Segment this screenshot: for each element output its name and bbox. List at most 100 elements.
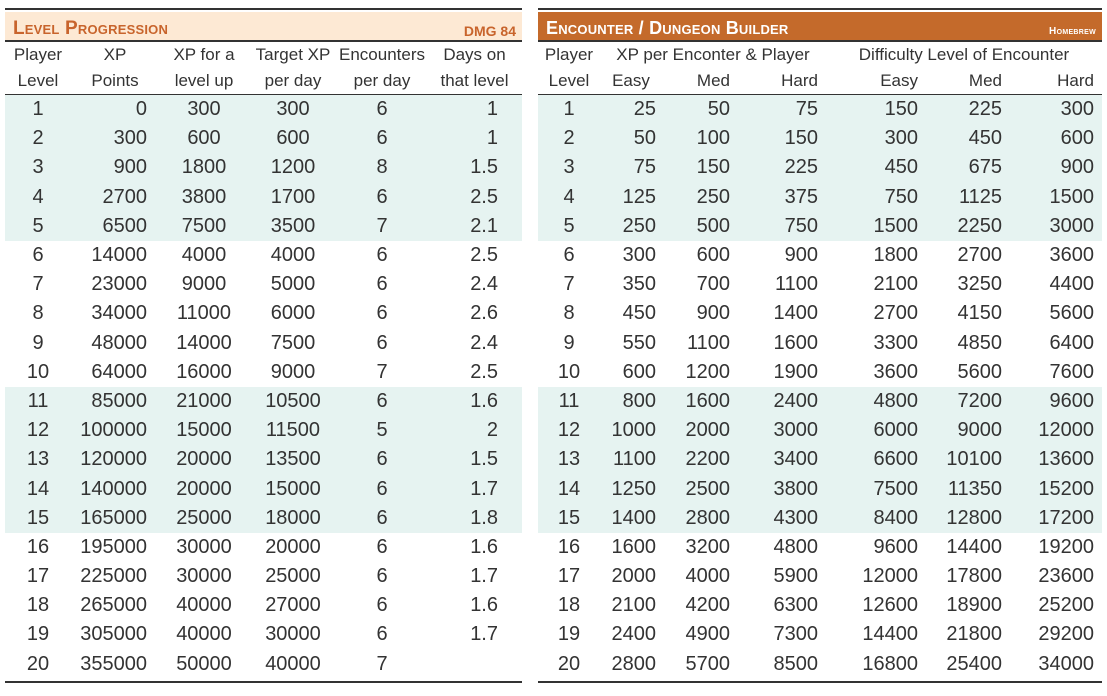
cell-target-xp: 7500 bbox=[270, 331, 316, 354]
cell-player-level: 2 bbox=[5, 124, 71, 154]
cell-xp-level-up: 3800 bbox=[159, 182, 249, 212]
cell-xp-hard: 1400 bbox=[773, 302, 819, 325]
table-row: 1 0 300 300 6 1 bbox=[5, 94, 522, 125]
cell-xp-level-up: 9000 bbox=[181, 273, 227, 296]
header-xp-easy: Easy bbox=[600, 68, 662, 95]
cell-xp-med: 4200 bbox=[685, 594, 731, 617]
header-level: Level bbox=[5, 68, 71, 95]
cell-xp-points: 23000 bbox=[91, 273, 147, 296]
cell-diff-easy: 300 bbox=[826, 124, 926, 154]
cell-xp-points: 195000 bbox=[80, 535, 147, 558]
cell-xp-hard: 1600 bbox=[773, 331, 819, 354]
cell-player-level: 4 bbox=[5, 182, 71, 212]
cell-days-on-level: 1.7 bbox=[427, 474, 522, 504]
cell-diff-easy: 1800 bbox=[873, 244, 919, 267]
cell-xp-med: 150 bbox=[662, 153, 746, 183]
cell-days-on-level: 1.6 bbox=[470, 535, 498, 558]
cell-diff-hard: 5600 bbox=[1049, 302, 1095, 325]
cell-xp-easy: 1250 bbox=[600, 474, 662, 504]
cell-diff-hard: 3000 bbox=[1010, 211, 1102, 241]
cell-target-xp: 4000 bbox=[270, 244, 316, 267]
cell-xp-level-up: 300 bbox=[159, 94, 249, 125]
cell-encounters: 6 bbox=[337, 94, 427, 125]
cell-diff-med: 2700 bbox=[957, 244, 1003, 267]
cell-xp-easy: 550 bbox=[622, 331, 656, 354]
cell-encounters: 6 bbox=[376, 623, 388, 646]
cell-diff-med: 9000 bbox=[926, 416, 1010, 446]
cell-xp-easy: 125 bbox=[600, 182, 662, 212]
cell-target-xp: 40000 bbox=[265, 652, 321, 675]
table-row: 8 34000 11000 6000 6 2.6 bbox=[5, 299, 522, 328]
cell-player-level: 18 bbox=[26, 594, 50, 617]
table-row: 9 48000 14000 7500 6 2.4 bbox=[5, 329, 522, 358]
cell-diff-easy: 450 bbox=[826, 153, 926, 183]
cell-xp-points: 140000 bbox=[71, 474, 159, 504]
cell-xp-points: 85000 bbox=[71, 386, 159, 417]
cell-target-xp: 1700 bbox=[249, 182, 337, 212]
cell-xp-med: 5700 bbox=[685, 652, 731, 675]
cell-diff-med: 10100 bbox=[926, 445, 1010, 475]
cell-encounters: 8 bbox=[337, 153, 427, 183]
table-row: 20 2800 5700 8500 16800 25400 34000 bbox=[538, 650, 1102, 679]
cell-xp-points: 6500 bbox=[71, 211, 159, 241]
cell-xp-med: 1200 bbox=[685, 360, 731, 383]
cell-days-on-level: 2.4 bbox=[470, 331, 498, 354]
encounter-builder-panel: Encounter / Dungeon Builder Homebrew Pla… bbox=[538, 8, 1102, 683]
table-row: 18 265000 40000 27000 6 1.6 bbox=[5, 591, 522, 620]
cell-xp-hard: 1100 bbox=[774, 273, 818, 296]
cell-encounters: 6 bbox=[337, 386, 427, 417]
cell-xp-points: 900 bbox=[71, 153, 159, 183]
table-row: 13 120000 20000 13500 6 1.5 bbox=[5, 445, 522, 475]
table-row: 14 140000 20000 15000 6 1.7 bbox=[5, 474, 522, 504]
cell-xp-easy: 350 bbox=[622, 273, 656, 296]
table-row: 19 2400 4900 7300 14400 21800 29200 bbox=[538, 620, 1102, 649]
table-row: 9 550 1100 1600 3300 4850 6400 bbox=[538, 329, 1102, 358]
cell-diff-med: 225 bbox=[926, 94, 1010, 125]
cell-diff-easy: 2100 bbox=[873, 273, 919, 296]
cell-diff-med: 4150 bbox=[957, 302, 1003, 325]
cell-days-on-level: 1.8 bbox=[427, 503, 522, 533]
cell-xp-hard: 150 bbox=[746, 124, 826, 154]
cell-player-level: 19 bbox=[26, 623, 50, 646]
bottom-rule bbox=[538, 680, 1102, 683]
cell-target-xp: 10500 bbox=[249, 386, 337, 417]
cell-xp-points: 265000 bbox=[80, 594, 147, 617]
cell-xp-hard: 4300 bbox=[746, 503, 826, 533]
cell-xp-level-up: 14000 bbox=[176, 331, 232, 354]
cell-encounters: 7 bbox=[337, 211, 427, 241]
cell-diff-hard: 13600 bbox=[1010, 445, 1102, 475]
cell-player-level: 11 bbox=[538, 386, 600, 417]
cell-diff-med: 11350 bbox=[926, 474, 1010, 504]
cell-xp-med: 2500 bbox=[662, 474, 746, 504]
cell-player-level: 12 bbox=[538, 416, 600, 446]
cell-xp-med: 2800 bbox=[662, 503, 746, 533]
cell-target-xp: 25000 bbox=[265, 565, 321, 588]
cell-encounters: 6 bbox=[376, 565, 388, 588]
cell-player-level: 7 bbox=[563, 273, 575, 296]
cell-encounters: 6 bbox=[337, 474, 427, 504]
cell-diff-easy: 12000 bbox=[862, 565, 918, 588]
cell-diff-hard: 900 bbox=[1010, 153, 1102, 183]
cell-xp-med: 50 bbox=[662, 94, 746, 125]
cell-target-xp: 1200 bbox=[249, 153, 337, 183]
cell-player-level: 19 bbox=[557, 623, 581, 646]
cell-encounters: 6 bbox=[337, 182, 427, 212]
table-row: 11 800 1600 2400 4800 7200 9600 bbox=[538, 386, 1102, 417]
cell-diff-hard: 3600 bbox=[1049, 244, 1095, 267]
cell-xp-points: 305000 bbox=[80, 623, 147, 646]
cell-xp-hard: 750 bbox=[746, 211, 826, 241]
cell-encounters: 6 bbox=[376, 273, 388, 296]
cell-xp-med: 3200 bbox=[685, 535, 731, 558]
cell-xp-med: 500 bbox=[662, 211, 746, 241]
cell-target-xp: 11500 bbox=[249, 416, 337, 446]
cell-target-xp: 300 bbox=[249, 94, 337, 125]
cell-xp-med: 2200 bbox=[662, 445, 746, 475]
cell-xp-level-up: 11000 bbox=[176, 302, 232, 325]
table-row: 17 2000 4000 5900 12000 17800 23600 bbox=[538, 562, 1102, 591]
cell-diff-med: 3250 bbox=[957, 273, 1003, 296]
cell-diff-hard: 4400 bbox=[1049, 273, 1095, 296]
cell-xp-level-up: 1800 bbox=[159, 153, 249, 183]
cell-xp-med: 100 bbox=[662, 124, 746, 154]
encounter-builder-table: Player XP per Enconter & Player Difficul… bbox=[538, 42, 1102, 679]
cell-target-xp: 30000 bbox=[265, 623, 321, 646]
